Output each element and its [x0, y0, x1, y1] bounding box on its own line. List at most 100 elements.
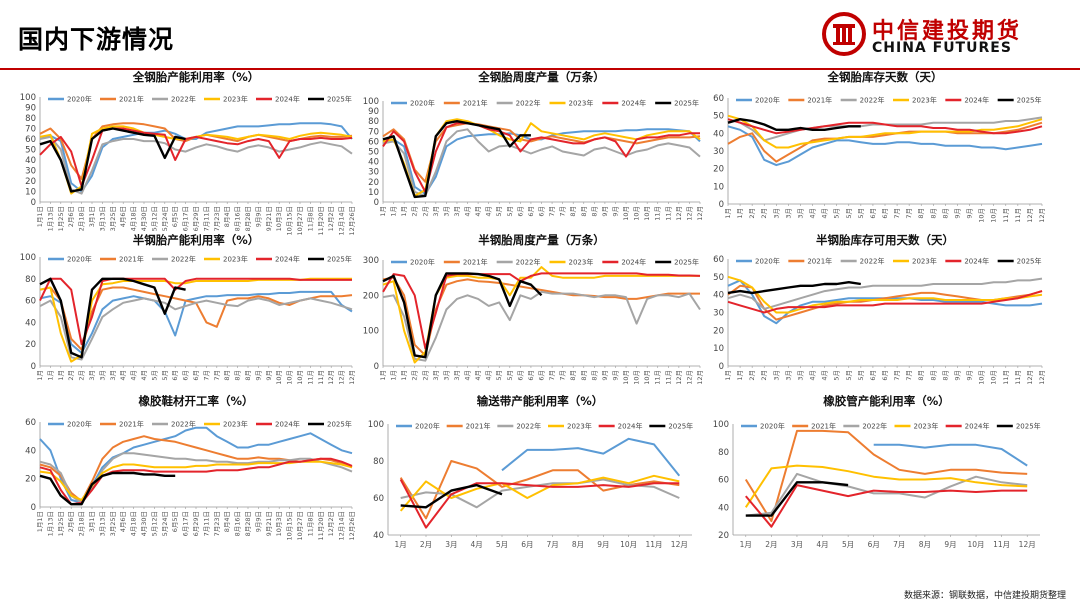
x-tick-label: 1月	[400, 370, 408, 381]
x-tick-label: 12月2日	[327, 206, 335, 231]
x-tick-label: 4月	[474, 206, 482, 217]
x-tick-label: 3月	[442, 206, 450, 217]
y-tick-label: 20	[25, 340, 36, 350]
x-tick-label: 6月	[538, 370, 546, 381]
series-line	[873, 443, 1028, 467]
x-tick-label: 6月	[171, 370, 179, 381]
y-tick-label: 10	[713, 344, 724, 354]
legend-label: 2020年	[415, 422, 440, 431]
x-tick-label: 10月	[643, 206, 651, 221]
y-tick-label: 30	[713, 147, 724, 157]
x-tick-label: 6月5日	[171, 206, 179, 227]
legend-label: 2025年	[327, 95, 352, 104]
x-tick-label: 1月	[46, 370, 54, 381]
y-tick-label: 30	[25, 167, 36, 177]
legend-label: 2025年	[327, 420, 352, 429]
x-tick-label: 4月18日	[130, 511, 138, 536]
series-line	[745, 472, 1028, 517]
x-tick-label: 3月	[784, 208, 792, 219]
x-tick-label: 4月	[474, 370, 482, 381]
y-tick-label: 100	[368, 420, 384, 430]
x-tick-label: 4月	[464, 370, 472, 381]
x-tick-label: 1月1日	[36, 511, 44, 532]
y-tick-label: 80	[25, 114, 36, 124]
y-tick-label: 40	[713, 129, 724, 139]
chart-title: 半钢胎产能利用率（%）	[133, 233, 260, 247]
x-tick-label: 2月	[765, 540, 777, 549]
x-tick-label: 3月13日	[98, 206, 106, 231]
x-tick-label: 8月	[941, 208, 949, 219]
legend-label: 2020年	[67, 255, 92, 264]
legend-label: 2024年	[621, 258, 646, 267]
x-tick-label: 11月	[1002, 370, 1010, 385]
x-tick-label: 6月17日	[182, 511, 190, 536]
legend-label: 2021年	[463, 99, 488, 108]
x-tick-label: 2月	[67, 370, 75, 381]
x-tick-label: 10月	[978, 208, 986, 223]
y-tick-label: 80	[25, 275, 36, 285]
y-tick-label: 100	[713, 420, 729, 430]
series-line	[727, 125, 1043, 167]
x-tick-label: 10月27日	[296, 511, 304, 541]
x-tick-label: 2月	[760, 370, 768, 381]
x-tick-label: 6月	[521, 540, 533, 549]
x-tick-label: 9月	[966, 208, 974, 219]
x-tick-label: 4月6日	[119, 511, 127, 532]
x-tick-label: 8月	[580, 206, 588, 217]
x-tick-label: 3月	[445, 540, 457, 549]
x-tick-label: 10月	[968, 540, 985, 549]
x-tick-label: 9月	[611, 206, 619, 217]
series-line	[382, 290, 701, 362]
x-tick-label: 7月	[548, 206, 556, 217]
x-tick-label: 2月6日	[67, 511, 75, 532]
x-tick-label: 8月28日	[244, 206, 252, 231]
x-tick-label: 1月	[400, 206, 408, 217]
x-tick-label: 11月	[306, 370, 314, 385]
y-tick-label: 90	[368, 107, 379, 117]
chart-panel-7: 橡胶鞋材开工率（%） 2020年 2021年 2022年 2023年 2024年 2025年…	[25, 394, 356, 541]
y-tick-label: 40	[718, 503, 729, 513]
x-tick-label: 5月	[833, 208, 841, 219]
x-tick-label: 10月	[275, 370, 283, 385]
x-tick-label: 3月	[796, 370, 804, 381]
x-tick-label: 3月	[772, 370, 780, 381]
x-tick-label: 3月25日	[109, 206, 117, 231]
y-tick-label: 80	[718, 448, 729, 458]
y-tick-label: 60	[368, 137, 379, 147]
chart-panel-3: 全钢胎库存天数（天） 2020年 2021年 2022年 2023年 2024年 2025年…	[713, 70, 1046, 223]
x-tick-label: 6月	[881, 370, 889, 381]
x-tick-label: 7月23日	[213, 511, 221, 536]
series-line	[399, 474, 680, 512]
x-tick-label: 2月6日	[67, 206, 75, 227]
series-line	[39, 457, 353, 506]
x-tick-label: 7月	[202, 370, 210, 381]
source-note: 数据来源：钢联数据，中信建投期货整理	[903, 591, 1066, 601]
series-line	[382, 272, 701, 350]
x-tick-label: 5月	[506, 206, 514, 217]
x-tick-label: 5月	[845, 208, 853, 219]
page-title: 国内下游情况	[18, 25, 175, 54]
x-tick-label: 8月	[244, 370, 252, 381]
x-tick-label: 9月21日	[265, 206, 273, 231]
x-tick-label: 8月28日	[244, 511, 252, 536]
x-tick-label: 6月	[516, 370, 524, 381]
x-tick-label: 4月	[821, 208, 829, 219]
x-tick-label: 3月13日	[98, 511, 106, 536]
y-tick-label: 20	[713, 326, 724, 336]
x-tick-label: 7月23日	[213, 206, 221, 231]
x-tick-label: 12月	[685, 370, 693, 385]
series-line	[39, 297, 353, 361]
x-tick-label: 2月	[748, 370, 756, 381]
x-tick-label: 3月	[453, 206, 461, 217]
series-line	[727, 290, 1043, 314]
x-tick-label: 4月6日	[119, 206, 127, 227]
x-tick-label: 10月3日	[275, 206, 283, 231]
y-tick-label: 40	[25, 156, 36, 166]
x-tick-label: 12月14日	[338, 206, 346, 236]
y-tick-label: 30	[368, 168, 379, 178]
legend-label: 2020年	[410, 258, 435, 267]
x-tick-label: 7月	[559, 370, 567, 381]
x-tick-label: 10月	[622, 206, 630, 221]
y-tick-label: 300	[363, 256, 379, 266]
x-tick-label: 6月17日	[182, 206, 190, 231]
